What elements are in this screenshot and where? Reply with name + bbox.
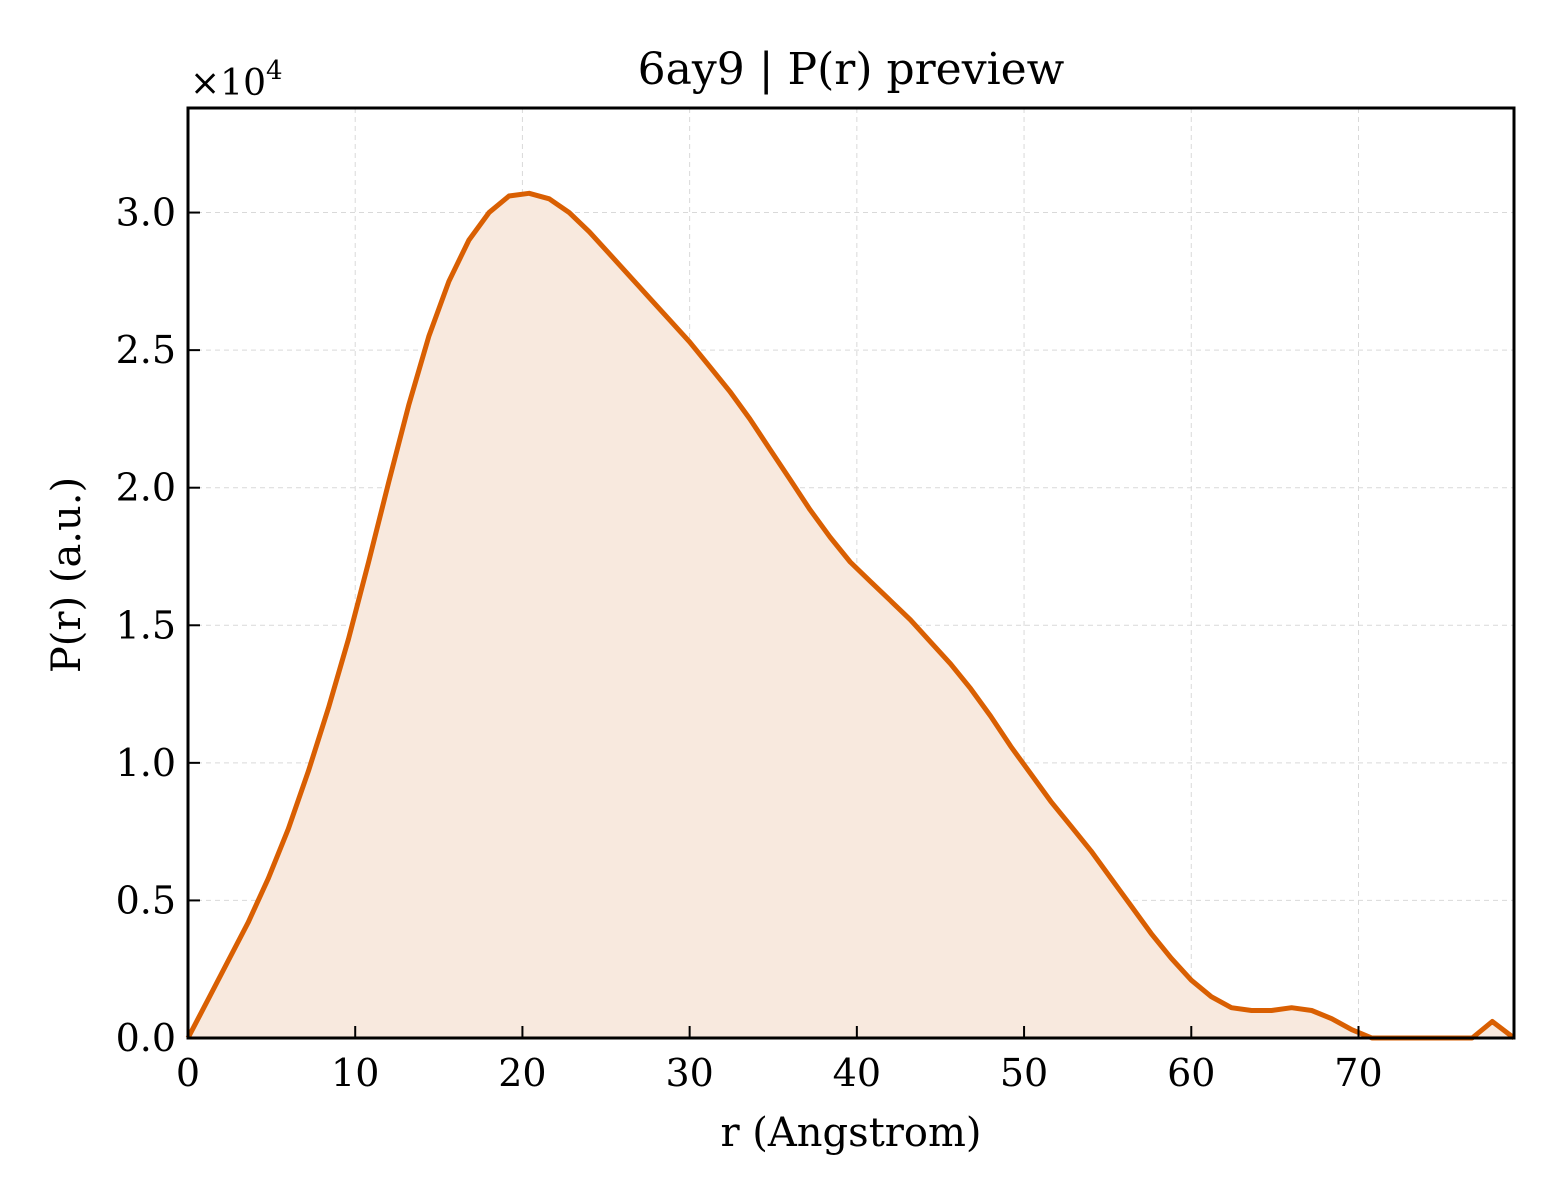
- y-tick-label: 2.5: [116, 328, 176, 372]
- y-tick-label: 0.5: [116, 878, 176, 922]
- y-tick-label: 2.0: [116, 466, 176, 510]
- x-tick-label: 0: [176, 1051, 200, 1095]
- y-multiplier-base: ×10: [190, 63, 266, 104]
- axis-ticks: 0 10 20 30 40 50 60 70 0.0 0.5 1.0 1.5 2.0 2.5 3.0: [116, 191, 1383, 1095]
- x-tick-label: 40: [833, 1051, 881, 1095]
- plot-frame: [186, 106, 1516, 1040]
- y-axis-label: P(r) (a.u.): [44, 477, 90, 673]
- y-multiplier-exponent: 4: [266, 56, 283, 86]
- y-tick-label: 3.0: [116, 191, 176, 235]
- y-tick-label: 1.5: [116, 603, 176, 647]
- x-axis-label: r (Angstrom): [720, 1110, 981, 1156]
- y-axis-multiplier: ×104: [190, 56, 283, 104]
- pr-curve-line: [185, 190, 1516, 1041]
- x-tick-label: 60: [1167, 1051, 1215, 1095]
- x-tick-label: 50: [1000, 1051, 1048, 1095]
- x-tick-label: 20: [498, 1051, 546, 1095]
- x-tick-label: 10: [331, 1051, 379, 1095]
- x-tick-label: 70: [1334, 1051, 1382, 1095]
- y-tick-label: 1.0: [116, 741, 176, 785]
- x-tick-label: 30: [665, 1051, 713, 1095]
- pr-area-fill: [188, 193, 1514, 1039]
- chart-title: 6ay9 | P(r) preview: [638, 44, 1065, 95]
- y-tick-label: 0.0: [116, 1016, 176, 1060]
